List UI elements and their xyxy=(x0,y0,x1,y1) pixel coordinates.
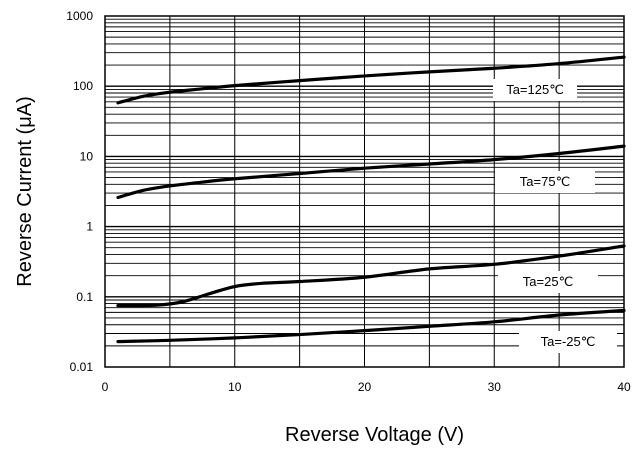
y-tick-label: 0.01 xyxy=(70,360,94,374)
y-tick-label: 1000 xyxy=(66,9,93,23)
series-line-0 xyxy=(116,55,626,105)
plot-frame xyxy=(104,15,625,368)
series-line-1 xyxy=(116,144,626,200)
y-tick-label: 0.1 xyxy=(76,290,93,304)
x-axis-label: Reverse Voltage (V) xyxy=(285,424,464,446)
series-label-background xyxy=(519,331,617,353)
series-line-2 xyxy=(116,244,626,308)
series-label-background xyxy=(498,271,598,293)
x-tick-label: 20 xyxy=(358,380,372,394)
series-label-background xyxy=(495,171,595,193)
series-annotations: Ta=125℃ Ta=75℃ Ta=25℃ Ta=-25℃ xyxy=(506,82,595,349)
series-label: Ta=25℃ xyxy=(523,274,573,289)
x-tick-labels: 0 10 20 30 40 xyxy=(102,380,631,394)
series-label: Ta=-25℃ xyxy=(541,334,596,349)
series-label: Ta=75℃ xyxy=(520,174,570,189)
y-axis-label: Reverse Current (μA) xyxy=(14,96,36,286)
series-line-3 xyxy=(116,308,626,344)
y-tick-label: 100 xyxy=(73,79,93,93)
x-tick-label: 40 xyxy=(617,380,631,394)
y-tick-label: 10 xyxy=(80,149,94,163)
x-tick-label: 10 xyxy=(228,380,242,394)
series-label: Ta=125℃ xyxy=(506,82,564,97)
x-tick-label: 0 xyxy=(102,380,109,394)
x-tick-label: 30 xyxy=(488,380,502,394)
series-label-backgrounds xyxy=(493,79,617,353)
series-label-background xyxy=(493,79,577,101)
plot-border xyxy=(104,15,625,368)
grid-lines xyxy=(105,16,624,367)
y-tick-label: 1 xyxy=(86,220,93,234)
y-tick-labels: 0.01 0.1 1 10 100 1000 xyxy=(66,9,93,374)
data-series xyxy=(116,55,626,344)
